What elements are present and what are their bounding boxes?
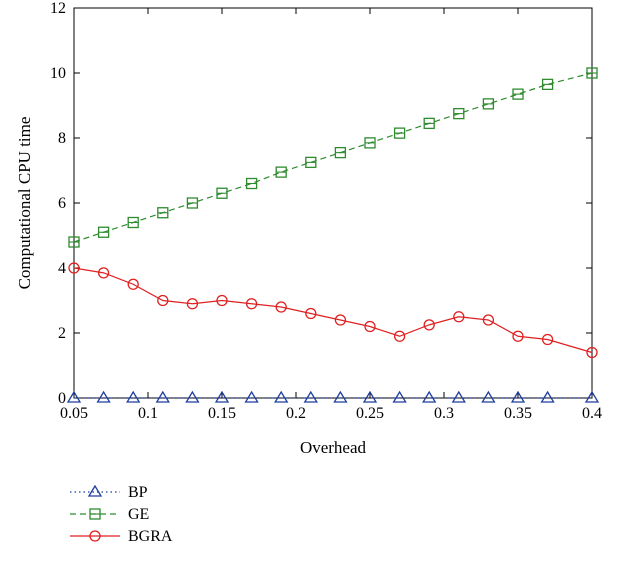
data-point-bgra <box>68 262 80 274</box>
legend-label-bp: BP <box>128 484 148 501</box>
y-tick-label: 10 <box>50 65 66 82</box>
data-point-bgra <box>305 307 317 320</box>
data-point-bp <box>481 390 496 403</box>
x-tick-label: 0.25 <box>356 405 384 422</box>
data-point-bp <box>185 390 200 403</box>
data-point-ge <box>186 197 199 209</box>
data-point-ge <box>364 137 376 149</box>
data-point-bp <box>510 390 526 403</box>
data-point-bgra <box>364 320 376 333</box>
x-tick-label: 0.05 <box>60 405 88 422</box>
data-point-ge <box>157 207 169 219</box>
x-tick-label: 0.3 <box>434 405 454 422</box>
data-point-ge <box>245 177 258 190</box>
data-point-bgra <box>393 330 406 342</box>
data-point-ge <box>393 127 406 139</box>
legend: BP GE BGRA <box>70 484 173 545</box>
data-point-bp <box>155 390 170 403</box>
data-point-bp <box>244 390 259 403</box>
legend-label-bgra: BGRA <box>128 528 173 545</box>
data-point-ge <box>541 78 554 91</box>
data-point-bp <box>362 390 378 403</box>
y-tick-label: 2 <box>58 325 66 342</box>
legend-label-ge: GE <box>128 506 149 523</box>
y-axis-label: Computational CPU time <box>15 117 34 290</box>
data-point-bgra <box>245 298 258 310</box>
data-point-bgra <box>275 301 287 313</box>
data-point-bgra <box>541 333 554 346</box>
x-tick-label: 0.1 <box>138 405 158 422</box>
data-point-bgra <box>423 319 435 331</box>
legend-marker-bp <box>87 484 103 497</box>
x-tick-label: 0.4 <box>582 405 602 422</box>
series-ge <box>68 67 598 248</box>
series-bp <box>66 390 600 403</box>
data-point-ge <box>275 166 287 178</box>
data-point-ge <box>482 98 495 110</box>
data-point-bgra <box>157 294 169 307</box>
data-point-bgra <box>453 311 465 323</box>
data-point-ge <box>68 236 80 248</box>
data-point-bp <box>451 390 466 403</box>
y-tick-label: 0 <box>58 390 66 407</box>
data-point-bgra <box>127 278 139 290</box>
data-point-bp <box>392 390 407 403</box>
legend-marker-ge <box>89 508 101 520</box>
data-point-bp <box>333 390 348 403</box>
data-point-bgra <box>334 314 347 326</box>
y-tick-label: 12 <box>50 0 66 17</box>
data-point-ge <box>127 216 139 229</box>
x-axis-label: Overhead <box>300 438 367 457</box>
data-point-ge <box>305 156 317 169</box>
legend-marker-bgra <box>89 530 101 542</box>
data-point-bp <box>96 390 111 403</box>
data-point-ge <box>216 187 228 199</box>
y-tick-label: 8 <box>58 130 66 147</box>
data-point-bp <box>126 390 141 403</box>
x-tick-label: 0.35 <box>504 405 532 422</box>
x-tick-label: 0.15 <box>208 405 236 422</box>
data-point-bgra <box>482 314 495 326</box>
y-tick-label: 4 <box>58 260 66 277</box>
data-point-bp <box>584 390 600 403</box>
data-point-ge <box>512 88 524 100</box>
data-point-bgra <box>512 330 524 342</box>
data-point-bp <box>540 390 555 403</box>
series-line-ge <box>73 72 593 243</box>
data-point-bp <box>422 390 437 403</box>
data-point-bgra <box>586 346 598 359</box>
data-point-ge <box>423 117 435 130</box>
data-point-bgra <box>186 298 199 310</box>
data-point-bp <box>274 390 289 403</box>
x-tick-label: 0.2 <box>286 405 306 422</box>
data-point-bp <box>214 390 230 403</box>
data-point-ge <box>453 107 465 120</box>
data-point-bgra <box>97 267 110 279</box>
data-point-bp <box>66 390 82 403</box>
data-point-bgra <box>216 294 228 307</box>
data-point-ge <box>97 226 110 238</box>
data-point-ge <box>334 146 347 159</box>
data-point-bp <box>303 390 318 403</box>
data-point-ge <box>586 67 598 79</box>
y-tick-label: 6 <box>58 195 66 212</box>
series-bgra <box>68 262 598 359</box>
